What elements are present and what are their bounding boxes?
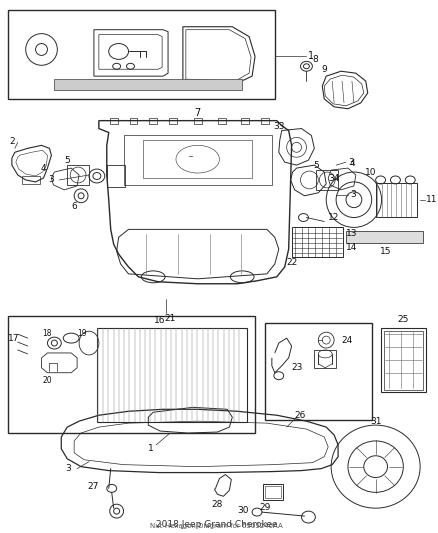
Bar [263, 484, 283, 500]
Text: 14: 14 [346, 243, 357, 252]
Bar [384, 331, 423, 390]
Bar [265, 487, 281, 498]
Text: 7: 7 [194, 108, 201, 118]
Bar [194, 118, 201, 124]
Bar [143, 140, 252, 178]
Text: 25: 25 [398, 316, 409, 324]
Bar [376, 183, 417, 216]
Text: 26: 26 [295, 411, 306, 419]
Bar [97, 328, 247, 422]
Text: 3: 3 [65, 464, 71, 473]
Text: 19: 19 [77, 329, 87, 338]
Text: 21: 21 [164, 314, 176, 324]
Bar [8, 10, 275, 99]
Bar [22, 176, 39, 184]
Text: 15: 15 [380, 247, 391, 256]
Text: 12: 12 [328, 213, 339, 222]
Text: 17: 17 [8, 334, 19, 343]
Text: 23: 23 [292, 364, 303, 372]
Bar [219, 118, 226, 124]
Text: 22: 22 [286, 259, 297, 268]
Text: 8: 8 [312, 55, 318, 64]
Text: 20: 20 [42, 376, 52, 385]
Text: 28: 28 [212, 500, 223, 509]
Text: 5: 5 [314, 160, 319, 169]
Text: Nut-Hexagon Diagram for 6505246AA: Nut-Hexagon Diagram for 6505246AA [150, 523, 283, 529]
Bar [130, 118, 138, 124]
Text: 5: 5 [64, 156, 70, 165]
Text: 16: 16 [155, 317, 166, 325]
Text: 24: 24 [341, 336, 352, 345]
Bar [110, 118, 118, 124]
Bar [8, 317, 255, 433]
Bar [241, 118, 249, 124]
Text: 30: 30 [237, 506, 249, 515]
Text: 13: 13 [346, 229, 357, 238]
Text: 3: 3 [350, 190, 356, 199]
Text: 2: 2 [9, 137, 15, 146]
Bar [169, 118, 177, 124]
Text: 1: 1 [308, 51, 314, 61]
Bar [292, 228, 343, 257]
Bar [124, 135, 272, 185]
Bar [316, 170, 338, 190]
Bar [67, 165, 89, 185]
Text: 9: 9 [321, 64, 327, 74]
Bar [107, 165, 124, 187]
Text: 34: 34 [328, 174, 339, 183]
Bar [149, 118, 157, 124]
Bar [346, 231, 423, 243]
Text: 27: 27 [88, 482, 99, 491]
Text: 3: 3 [348, 158, 354, 167]
Text: ~: ~ [187, 154, 193, 160]
Bar [381, 328, 426, 392]
Text: 18: 18 [42, 329, 52, 338]
Text: 3: 3 [49, 175, 54, 184]
Text: 4: 4 [41, 164, 46, 173]
Text: 33: 33 [273, 122, 285, 131]
Text: 6: 6 [71, 202, 77, 211]
Text: 29: 29 [259, 503, 271, 512]
Bar [261, 118, 269, 124]
Text: 10: 10 [365, 167, 376, 176]
Bar [265, 324, 372, 420]
Text: 2018 Jeep Grand Cherokee: 2018 Jeep Grand Cherokee [155, 520, 277, 529]
Text: 31: 31 [370, 417, 381, 426]
Text: 1: 1 [148, 445, 153, 454]
Bar [314, 350, 336, 368]
Bar [54, 79, 242, 90]
Text: 4: 4 [349, 159, 355, 168]
Text: 11: 11 [426, 195, 438, 204]
